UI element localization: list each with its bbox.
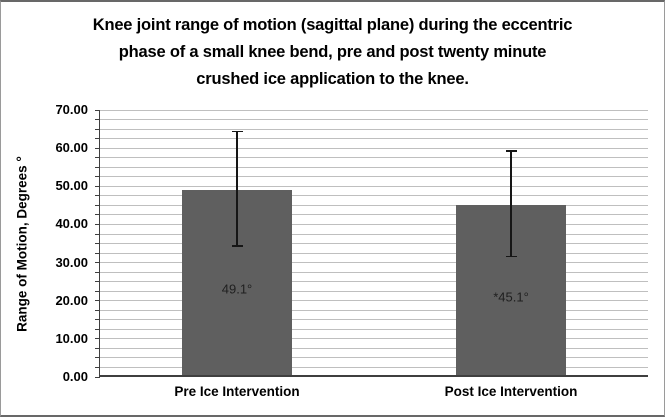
gridline bbox=[100, 128, 648, 130]
y-axis-tick-label: 40.00 bbox=[55, 216, 88, 232]
y-axis-tick-label: 20.00 bbox=[55, 292, 88, 308]
gridline bbox=[100, 166, 648, 168]
gridline bbox=[100, 281, 648, 283]
gridline bbox=[100, 357, 648, 359]
y-axis-tick-mark bbox=[95, 309, 100, 311]
y-axis-tick-mark bbox=[95, 166, 100, 168]
y-axis-tick-mark bbox=[95, 233, 100, 235]
gridline bbox=[100, 185, 648, 187]
y-axis-tick-mark bbox=[95, 157, 100, 159]
y-axis-tick-label: 30.00 bbox=[55, 254, 88, 270]
error-bar-cap bbox=[231, 244, 243, 247]
gridline bbox=[100, 119, 648, 120]
y-axis-tick-label: 10.00 bbox=[55, 330, 88, 346]
gridline bbox=[100, 214, 648, 216]
gridline bbox=[100, 243, 648, 244]
chart-title-line: phase of a small knee bend, pre and post… bbox=[118, 43, 547, 61]
y-axis-tick-mark bbox=[95, 214, 100, 216]
gridline bbox=[100, 300, 648, 302]
y-axis-tick-mark bbox=[95, 328, 100, 330]
chart-title-line: crushed ice application to the knee. bbox=[196, 70, 469, 88]
error-bar-cap bbox=[505, 255, 517, 258]
gridline bbox=[100, 138, 648, 140]
gridline bbox=[100, 195, 648, 197]
y-axis-tick-label: 0.00 bbox=[62, 369, 88, 384]
chart-title: Knee joint range of motion (sagittal pla… bbox=[1, 12, 664, 93]
error-bar-cap bbox=[231, 130, 243, 133]
gridline bbox=[100, 290, 648, 292]
gridline bbox=[100, 147, 648, 149]
gridline bbox=[100, 223, 648, 225]
y-axis-tick-mark bbox=[95, 376, 100, 378]
bar-value-label: 49.1° bbox=[221, 281, 253, 297]
y-axis-tick-mark bbox=[95, 367, 100, 368]
y-axis-tick-label: 60.00 bbox=[55, 140, 88, 156]
gridline bbox=[100, 328, 648, 330]
chart-title-line: Knee joint range of motion (sagittal pla… bbox=[92, 16, 573, 34]
y-axis-tick-mark bbox=[95, 223, 100, 225]
gridline bbox=[100, 262, 648, 264]
gridline bbox=[100, 157, 648, 159]
gridline bbox=[100, 252, 648, 254]
y-axis-tick-mark bbox=[95, 338, 100, 340]
y-axis-tick-mark bbox=[95, 319, 100, 321]
gridline bbox=[100, 338, 648, 340]
y-axis-tick-mark bbox=[95, 109, 100, 111]
x-axis-line bbox=[99, 375, 648, 377]
y-axis-tick-mark bbox=[95, 281, 100, 283]
y-axis-tick-mark bbox=[95, 357, 100, 359]
gridline bbox=[100, 204, 648, 206]
y-axis-tick-mark bbox=[95, 262, 100, 264]
x-category-label: Pre Ice Intervention bbox=[174, 384, 300, 399]
gridline bbox=[100, 309, 648, 311]
gridline bbox=[100, 271, 648, 273]
y-axis-tick-label: 70.00 bbox=[55, 102, 88, 117]
y-axis-tick-mark bbox=[95, 347, 100, 349]
plot-area: 49.1° *45.1° bbox=[100, 109, 648, 377]
error-bar-cap bbox=[505, 150, 517, 152]
gridline bbox=[100, 233, 648, 235]
error-bar-line bbox=[236, 131, 238, 246]
gridline bbox=[100, 319, 648, 321]
y-axis-tick-mark bbox=[95, 243, 100, 244]
gridline bbox=[100, 367, 648, 368]
y-axis-tick-mark bbox=[95, 147, 100, 149]
error-bar-line bbox=[510, 151, 512, 257]
y-axis-tick-mark bbox=[95, 185, 100, 187]
y-axis-tick-mark bbox=[95, 119, 100, 120]
y-axis-tick-mark bbox=[95, 300, 100, 302]
gridline bbox=[100, 347, 648, 349]
y-axis-tick-mark bbox=[95, 138, 100, 140]
bar-value-label: *45.1° bbox=[493, 289, 529, 305]
y-axis-tick-mark bbox=[95, 271, 100, 273]
y-axis-tick-mark bbox=[95, 290, 100, 292]
y-axis-tick-label: 50.00 bbox=[55, 178, 88, 194]
gridline bbox=[100, 176, 648, 178]
y-axis-tick-mark bbox=[95, 128, 100, 130]
y-axis-tick-mark bbox=[95, 195, 100, 197]
y-axis-tick-mark bbox=[95, 252, 100, 254]
y-axis-tick-mark bbox=[95, 176, 100, 178]
y-axis-line bbox=[99, 110, 100, 377]
x-category-label: Post Ice Intervention bbox=[444, 384, 578, 399]
gridline bbox=[100, 109, 648, 111]
y-axis-tick-mark bbox=[95, 204, 100, 206]
